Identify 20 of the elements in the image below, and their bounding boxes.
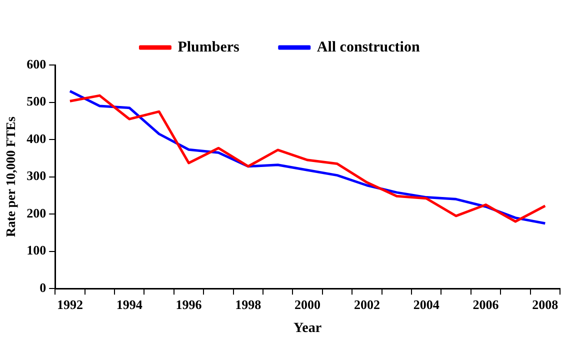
- x-tick-label: 1996: [176, 296, 202, 312]
- legend-label: All construction: [316, 39, 420, 56]
- y-tick-label: 300: [26, 168, 46, 184]
- x-tick-label: 1994: [116, 296, 143, 312]
- y-tick-label: 400: [26, 130, 46, 146]
- y-tick-label: 500: [26, 94, 46, 109]
- x-tick-label: 2002: [354, 296, 380, 312]
- x-tick-label: 1992: [56, 296, 83, 312]
- y-tick-label: 0: [40, 280, 46, 295]
- legend-label: Plumbers: [178, 39, 240, 56]
- y-tick-label: 100: [26, 242, 46, 258]
- y-tick-label: 200: [26, 205, 46, 220]
- x-tick-label: 2006: [472, 296, 500, 312]
- x-tick-label: 1998: [235, 296, 262, 312]
- y-tick-label: 600: [26, 56, 46, 72]
- y-axis-title: Rate per 10,000 FTEs: [3, 116, 18, 237]
- x-tick-label: 2008: [532, 296, 559, 312]
- x-tick-label: 2000: [294, 296, 321, 312]
- x-axis-title: Year: [294, 321, 322, 336]
- x-tick-label: 2004: [413, 296, 440, 312]
